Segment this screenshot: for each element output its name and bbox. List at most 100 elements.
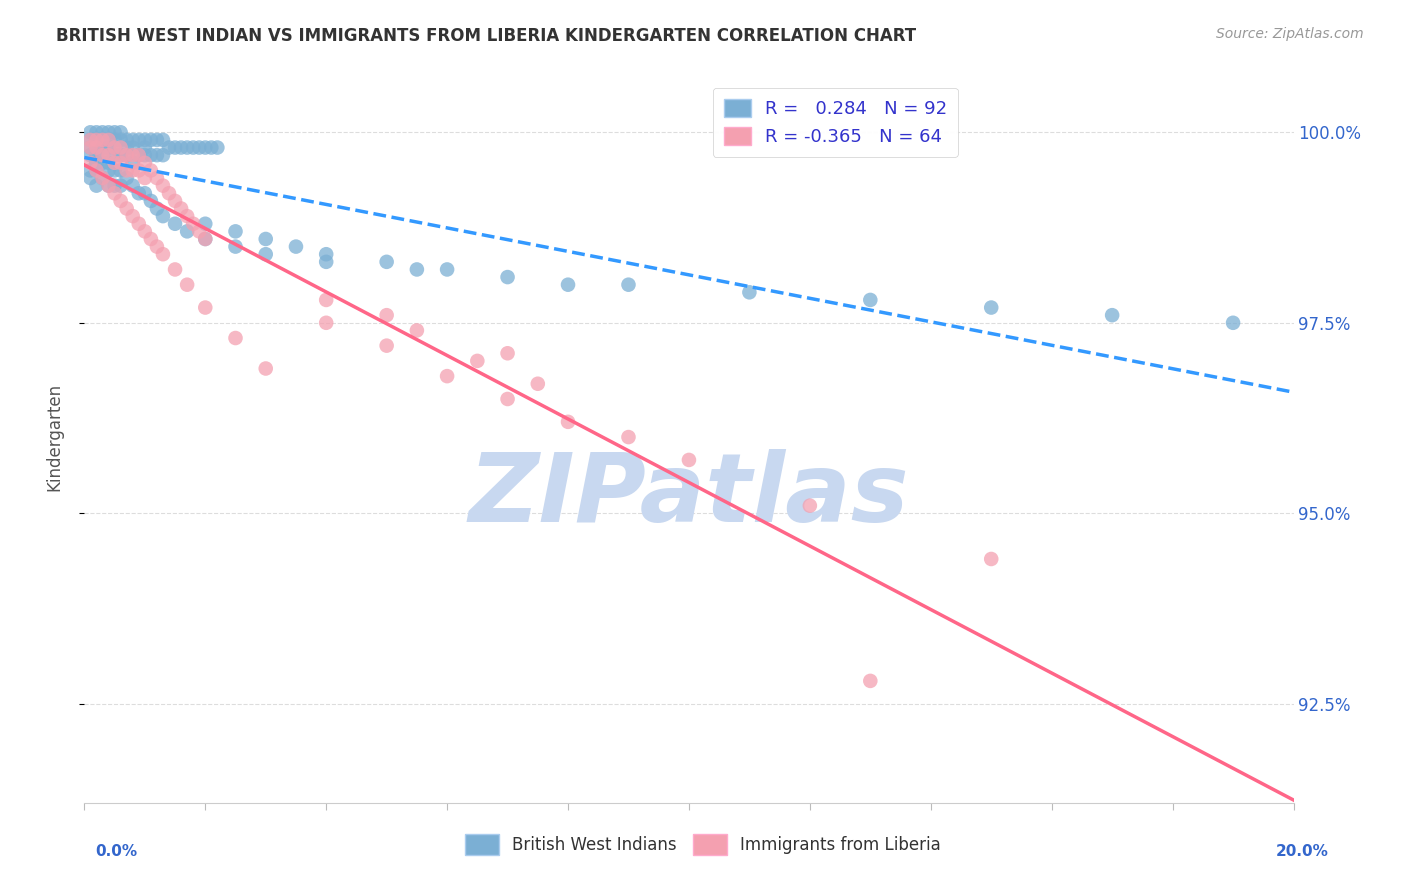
Point bbox=[86, 140, 108, 154]
Point bbox=[91, 148, 114, 162]
Point bbox=[375, 339, 398, 353]
Point bbox=[557, 277, 579, 292]
Point bbox=[139, 133, 162, 147]
Point bbox=[86, 125, 108, 139]
Point bbox=[97, 133, 120, 147]
Point bbox=[128, 217, 150, 231]
Point bbox=[139, 232, 162, 246]
Point bbox=[79, 140, 101, 154]
Point bbox=[97, 163, 120, 178]
Point bbox=[165, 262, 187, 277]
Point bbox=[1222, 316, 1244, 330]
Point bbox=[128, 148, 150, 162]
Point bbox=[254, 361, 277, 376]
Point bbox=[104, 140, 127, 154]
Point bbox=[315, 316, 337, 330]
Point bbox=[128, 148, 150, 162]
Point bbox=[104, 155, 127, 169]
Legend: British West Indians, Immigrants from Liberia: British West Indians, Immigrants from Li… bbox=[458, 828, 948, 862]
Point bbox=[557, 415, 579, 429]
Point bbox=[86, 163, 108, 178]
Point bbox=[225, 224, 247, 238]
Text: Source: ZipAtlas.com: Source: ZipAtlas.com bbox=[1216, 27, 1364, 41]
Point bbox=[134, 148, 156, 162]
Point bbox=[146, 171, 169, 186]
Point bbox=[170, 202, 193, 216]
Point bbox=[315, 247, 337, 261]
Point bbox=[165, 217, 187, 231]
Point bbox=[194, 217, 217, 231]
Point bbox=[79, 133, 101, 147]
Point bbox=[115, 133, 138, 147]
Point bbox=[152, 209, 174, 223]
Point bbox=[134, 133, 156, 147]
Point bbox=[97, 140, 120, 154]
Text: 0.0%: 0.0% bbox=[96, 845, 138, 859]
Point bbox=[86, 133, 108, 147]
Point bbox=[188, 224, 211, 238]
Point bbox=[91, 125, 114, 139]
Point bbox=[188, 140, 211, 154]
Point bbox=[97, 148, 120, 162]
Point bbox=[86, 155, 108, 169]
Point bbox=[152, 247, 174, 261]
Point bbox=[121, 209, 143, 223]
Point bbox=[86, 163, 108, 178]
Point bbox=[139, 194, 162, 208]
Point bbox=[496, 392, 519, 406]
Point bbox=[91, 133, 114, 147]
Point bbox=[91, 155, 114, 169]
Point bbox=[128, 186, 150, 201]
Point bbox=[406, 323, 429, 337]
Point bbox=[200, 140, 222, 154]
Point bbox=[121, 163, 143, 178]
Y-axis label: Kindergarten: Kindergarten bbox=[45, 383, 63, 491]
Point bbox=[110, 178, 132, 193]
Point bbox=[225, 239, 247, 253]
Point bbox=[254, 247, 277, 261]
Point bbox=[436, 262, 458, 277]
Point bbox=[157, 186, 180, 201]
Point bbox=[146, 133, 169, 147]
Point bbox=[104, 178, 127, 193]
Point bbox=[165, 140, 187, 154]
Point bbox=[121, 178, 143, 193]
Point bbox=[375, 308, 398, 322]
Point bbox=[91, 133, 114, 147]
Point bbox=[97, 178, 120, 193]
Point bbox=[121, 148, 143, 162]
Point bbox=[980, 552, 1002, 566]
Point bbox=[134, 186, 156, 201]
Point bbox=[104, 163, 127, 178]
Point bbox=[115, 202, 138, 216]
Text: ZIPatlas: ZIPatlas bbox=[468, 449, 910, 542]
Point bbox=[86, 148, 108, 162]
Point bbox=[285, 239, 308, 253]
Point bbox=[110, 194, 132, 208]
Point bbox=[207, 140, 229, 154]
Point bbox=[170, 140, 193, 154]
Point bbox=[104, 186, 127, 201]
Point bbox=[139, 163, 162, 178]
Point bbox=[980, 301, 1002, 315]
Point bbox=[110, 140, 132, 154]
Point bbox=[79, 140, 101, 154]
Point bbox=[134, 224, 156, 238]
Point bbox=[496, 270, 519, 285]
Legend: R =   0.284   N = 92, R = -0.365   N = 64: R = 0.284 N = 92, R = -0.365 N = 64 bbox=[713, 87, 957, 157]
Point bbox=[115, 148, 138, 162]
Point bbox=[134, 155, 156, 169]
Point bbox=[496, 346, 519, 360]
Point bbox=[97, 178, 120, 193]
Point bbox=[375, 255, 398, 269]
Point bbox=[86, 140, 108, 154]
Point bbox=[194, 232, 217, 246]
Point bbox=[104, 133, 127, 147]
Point bbox=[110, 155, 132, 169]
Point bbox=[152, 133, 174, 147]
Point bbox=[97, 133, 120, 147]
Point bbox=[79, 133, 101, 147]
Point bbox=[315, 255, 337, 269]
Point bbox=[121, 140, 143, 154]
Point bbox=[146, 239, 169, 253]
